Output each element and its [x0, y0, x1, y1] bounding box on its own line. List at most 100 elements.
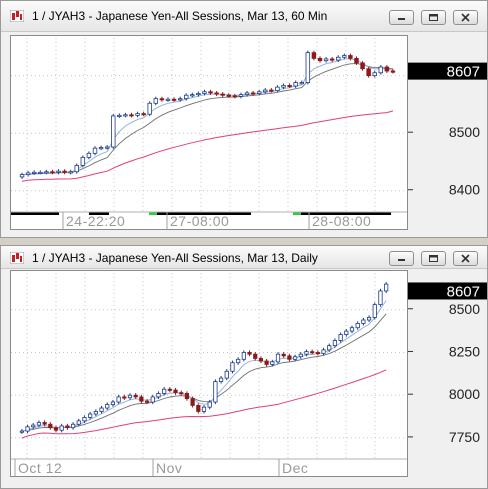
candle[interactable] — [173, 387, 178, 395]
candle[interactable] — [92, 146, 98, 156]
candle[interactable] — [293, 80, 298, 88]
candle[interactable] — [25, 170, 31, 177]
candle[interactable] — [165, 97, 171, 102]
candle[interactable] — [287, 83, 292, 88]
candle[interactable] — [19, 172, 25, 179]
candle[interactable] — [42, 420, 47, 427]
maximize-button[interactable] — [421, 251, 446, 266]
candle[interactable] — [135, 111, 140, 118]
candle[interactable] — [329, 56, 335, 63]
candle[interactable] — [238, 92, 244, 99]
candle[interactable] — [98, 145, 104, 151]
candle[interactable] — [361, 317, 366, 326]
price-chart-svg[interactable]: Oct 12 Nov Dec — [11, 271, 407, 476]
candle[interactable] — [315, 350, 320, 356]
candle[interactable] — [68, 169, 73, 175]
candle[interactable] — [93, 409, 98, 417]
candle[interactable] — [258, 356, 264, 364]
candle[interactable] — [76, 418, 81, 427]
candle[interactable] — [208, 89, 213, 95]
candle[interactable] — [25, 424, 30, 434]
candle[interactable] — [122, 394, 127, 400]
maximize-button[interactable] — [421, 10, 446, 25]
price-plot-area[interactable]: 24-22:20 27-08:00 28-08:00 — [10, 35, 408, 230]
candle[interactable] — [270, 359, 275, 367]
candle[interactable] — [355, 321, 360, 330]
candle[interactable] — [65, 423, 70, 430]
candle[interactable] — [226, 93, 232, 98]
candle[interactable] — [384, 65, 390, 74]
candle[interactable] — [292, 354, 298, 362]
candle[interactable] — [110, 399, 116, 407]
candle[interactable] — [244, 90, 250, 97]
candle[interactable] — [311, 50, 317, 61]
chart-window-daily[interactable]: 1 / JYAH3 - Japanese Yen-All Sessions, M… — [0, 245, 488, 489]
candle[interactable] — [147, 101, 152, 117]
candle[interactable] — [298, 352, 303, 359]
candle[interactable] — [327, 343, 332, 353]
candle[interactable] — [183, 93, 189, 101]
candle[interactable] — [241, 350, 246, 362]
candle[interactable] — [129, 112, 134, 118]
candle[interactable] — [207, 399, 212, 410]
candle[interactable] — [48, 422, 53, 430]
candle[interactable] — [390, 69, 396, 74]
candle[interactable] — [141, 111, 146, 117]
candle[interactable] — [275, 352, 281, 364]
candle[interactable] — [224, 369, 229, 381]
minimize-button[interactable] — [389, 251, 414, 266]
candle[interactable] — [232, 93, 238, 99]
candle[interactable] — [162, 387, 167, 396]
candle[interactable] — [127, 393, 133, 400]
candle[interactable] — [139, 394, 144, 404]
candle[interactable] — [196, 403, 201, 414]
candle[interactable] — [360, 61, 365, 71]
candle[interactable] — [250, 90, 256, 96]
candle[interactable] — [281, 83, 286, 90]
candle[interactable] — [202, 89, 207, 96]
candle[interactable] — [171, 97, 177, 102]
title-bar[interactable]: 1 / JYAH3 - Japanese Yen-All Sessions, M… — [1, 246, 487, 269]
candle[interactable] — [31, 170, 37, 175]
candle[interactable] — [264, 358, 269, 367]
candle[interactable] — [50, 169, 55, 175]
candle[interactable] — [230, 360, 235, 374]
candle[interactable] — [256, 89, 262, 96]
candle[interactable] — [323, 56, 329, 63]
candle[interactable] — [38, 170, 43, 175]
candle[interactable] — [159, 96, 165, 102]
price-plot-area[interactable]: Oct 12 Nov Dec — [10, 270, 408, 477]
candle[interactable] — [123, 112, 128, 118]
candle[interactable] — [342, 53, 347, 60]
candle[interactable] — [269, 88, 274, 93]
candle[interactable] — [214, 90, 219, 97]
candle[interactable] — [177, 96, 183, 102]
candle[interactable] — [305, 50, 311, 85]
candle[interactable] — [31, 422, 36, 429]
candle[interactable] — [338, 332, 343, 343]
candle[interactable] — [190, 92, 195, 98]
candle[interactable] — [354, 56, 359, 65]
candle[interactable] — [384, 282, 389, 294]
candle[interactable] — [99, 405, 104, 414]
candle[interactable] — [336, 55, 341, 63]
candle[interactable] — [247, 350, 252, 357]
candle[interactable] — [133, 393, 138, 400]
candle[interactable] — [236, 357, 241, 365]
candle[interactable] — [344, 329, 349, 337]
candle[interactable] — [86, 151, 92, 160]
candle[interactable] — [201, 405, 207, 414]
candle[interactable] — [184, 391, 190, 401]
close-button[interactable] — [453, 251, 478, 266]
close-button[interactable] — [453, 10, 478, 25]
candle[interactable] — [366, 315, 372, 323]
candle[interactable] — [281, 352, 286, 359]
candle[interactable] — [70, 422, 76, 430]
candle[interactable] — [196, 91, 201, 97]
candle[interactable] — [304, 349, 309, 357]
candle[interactable] — [111, 113, 116, 149]
candle[interactable] — [56, 169, 61, 175]
candle[interactable] — [179, 390, 184, 396]
candle[interactable] — [44, 169, 49, 175]
candle[interactable] — [36, 420, 42, 428]
